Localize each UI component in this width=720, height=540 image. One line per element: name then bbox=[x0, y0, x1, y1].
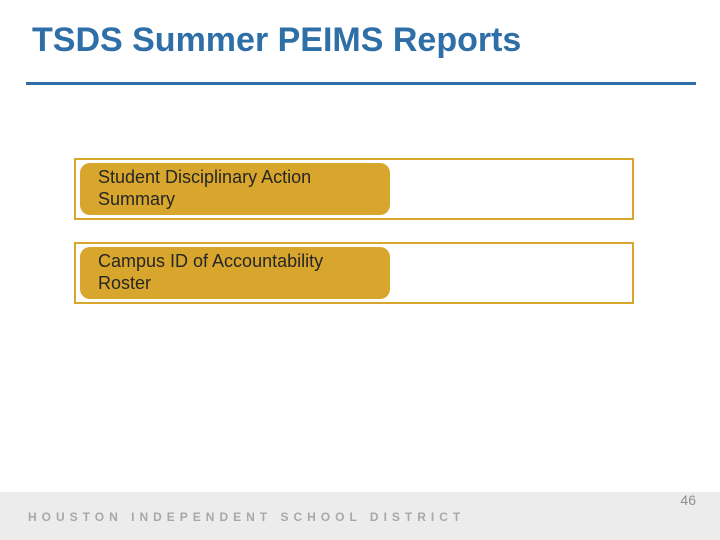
item-inner-pill: Student Disciplinary Action Summary bbox=[80, 163, 390, 215]
slide-title: TSDS Summer PEIMS Reports bbox=[32, 22, 692, 59]
item-label: Student Disciplinary Action Summary bbox=[98, 167, 372, 210]
footer-bar: HOUSTON INDEPENDENT SCHOOL DISTRICT bbox=[0, 492, 720, 540]
page-number: 46 bbox=[680, 492, 696, 508]
item-inner-pill: Campus ID of Accountability Roster bbox=[80, 247, 390, 299]
title-rule bbox=[26, 82, 696, 85]
item-label: Campus ID of Accountability Roster bbox=[98, 251, 372, 294]
slide: TSDS Summer PEIMS Reports Student Discip… bbox=[0, 0, 720, 540]
list-item: Student Disciplinary Action Summary bbox=[74, 158, 634, 220]
list-item: Campus ID of Accountability Roster bbox=[74, 242, 634, 304]
items-container: Student Disciplinary Action Summary Camp… bbox=[74, 158, 634, 326]
footer-org-text: HOUSTON INDEPENDENT SCHOOL DISTRICT bbox=[28, 510, 465, 524]
